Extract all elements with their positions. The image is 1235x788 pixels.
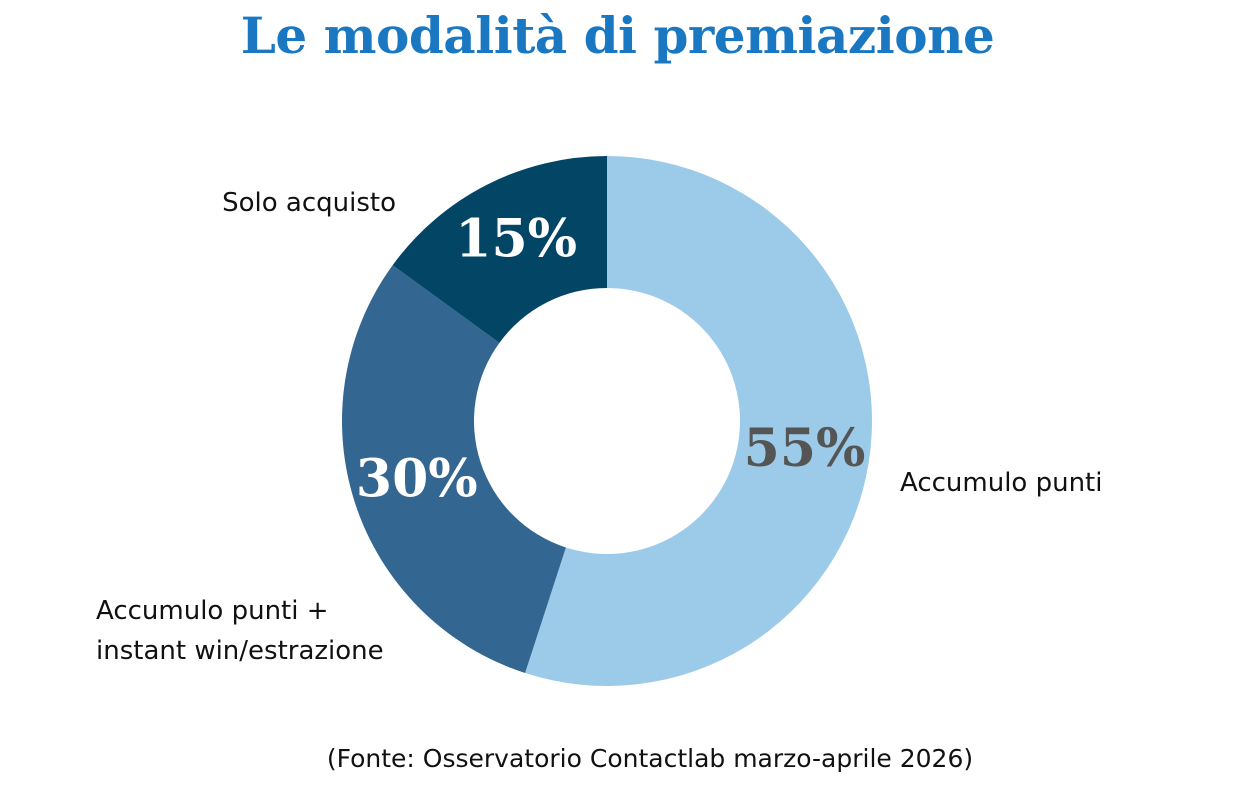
source-note: (Fonte: Osservatorio Contactlab marzo-ap…	[326, 744, 974, 773]
value-label: 15%	[455, 208, 577, 269]
value-label: 55%	[744, 418, 866, 479]
value-label: 30%	[356, 448, 478, 509]
category-label: Solo acquisto	[222, 188, 396, 218]
pie-segment	[392, 156, 607, 343]
chart-title: Le modalità di premiazione	[240, 6, 995, 65]
pie-segment	[341, 265, 566, 674]
category-label: Accumulo punti	[900, 468, 1103, 498]
category-label: Accumulo punti + instant win/estrazione	[96, 596, 384, 666]
pie-segment	[525, 156, 872, 686]
